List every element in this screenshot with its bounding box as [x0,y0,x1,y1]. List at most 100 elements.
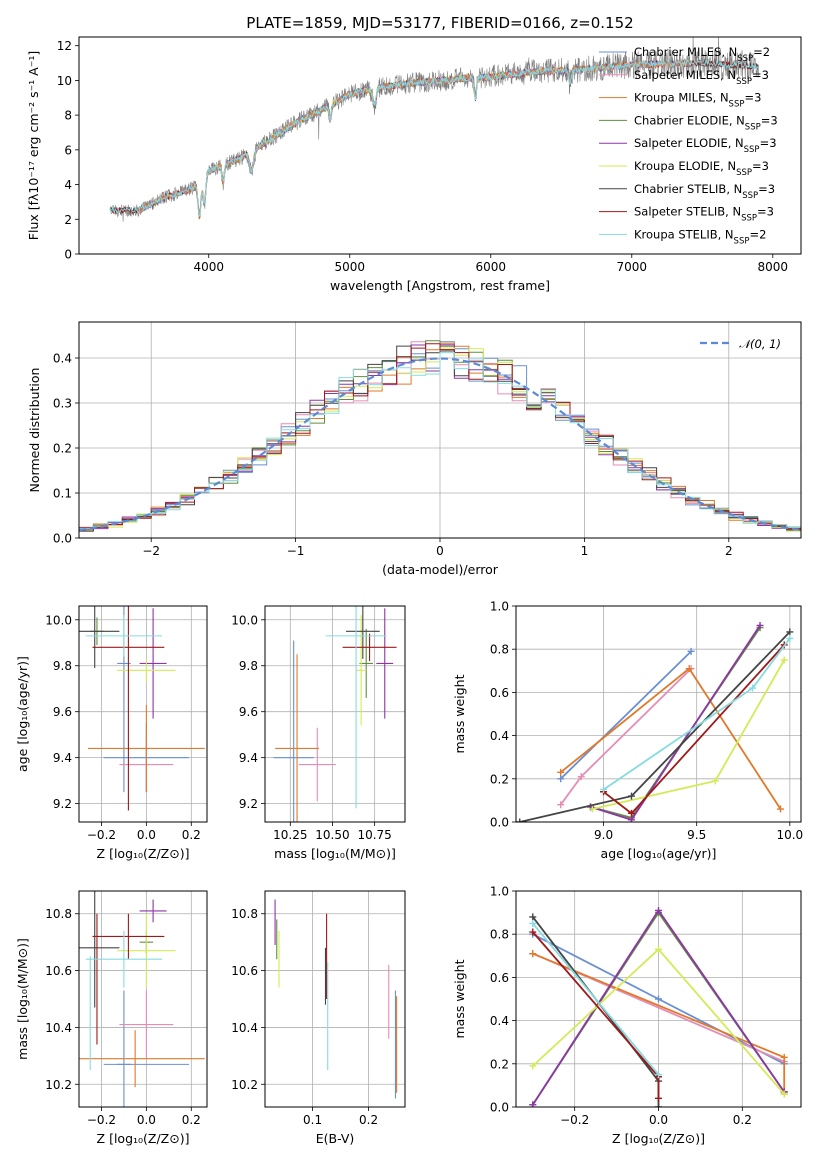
weight-line-salpeter_miles [559,667,692,806]
legend-label-chabrier_elodie: Chabrier ELODIE, NSSP=3 [634,113,778,132]
y-tick-label: 10 [57,74,72,88]
spectrum-series-kroupa_stelib [109,59,759,218]
weight_vs_age-xlabel: age [log₁₀(age/yr)] [601,846,717,861]
x-tick-label: 10.75 [357,828,391,842]
legend-prefix: Salpeter ELODIE, N [634,136,744,150]
mass_vs_Z-ylabel: mass [log₁₀(M/M⊙)] [15,938,30,1060]
weight-marker-kroupa_miles [780,1053,788,1061]
weight-marker-kroupa_elodie [588,805,596,813]
weight-marker-chabrier_miles [557,775,565,783]
weight-marker-kroupa_elodie [529,1062,537,1070]
x-tick-label: 0.2 [359,1113,378,1127]
weight-marker-chabrier_stelib [627,792,635,800]
legend-suffix: =3 [757,205,774,219]
legend-sub: SSP [745,122,761,132]
residuals-plot [79,340,801,532]
y-tick-label: 2 [64,213,72,227]
x-tick-label: 10.25 [273,828,307,842]
legend-suffix: =3 [752,68,769,82]
y-tick-label: 9.2 [239,797,258,811]
mass_vs_Z-xlabel: Z [log₁₀(Z/Z⊙)] [97,1131,190,1146]
legend-prefix: Chabrier STELIB, N [634,182,742,196]
weight-marker-salpeter_stelib [529,928,537,936]
weight-marker-chabrier_miles [655,995,662,1003]
weight-marker-kroupa_miles [777,805,785,813]
x-tick-label: 2 [725,544,733,558]
weight-marker-kroupa_elodie [780,656,788,664]
weight_vs_Z-frame [515,890,802,1108]
weight-line-chabrier_miles [560,650,692,780]
spectrum-title: PLATE=1859, MJD=53177, FIBERID=0166, z=0… [246,14,633,32]
legend-label-kroupa_miles: Kroupa MILES, NSSP=3 [634,91,761,110]
legend-label-chabrier_miles: Chabrier MILES, NSSP=2 [634,45,770,64]
y-tick-label: 0.0 [490,816,509,830]
legend-suffix: =3 [761,113,778,127]
weight-marker-salpeter_elodie [529,1101,537,1107]
mass_vs_Z-frame [78,890,208,1108]
weight-marker-kroupa_stelib [655,1071,662,1079]
y-tick-label: 0.0 [53,532,72,546]
weight-marker-chabrier_stelib [655,1103,662,1107]
mass_vs_Z-axes: −0.2 0.0 0.2 10.2 10.4 10.6 10.8 Z [log₁₀(Z/Z⊙)… [15,891,207,1146]
y-tick-label: 0.3 [53,397,72,411]
y-tick-label: 10.2 [231,1078,258,1092]
y-tick-label: 10.6 [45,964,72,978]
x-tick-label: 7000 [617,260,648,274]
legend-sub: SSP [734,236,750,246]
legend-prefix: Chabrier MILES, N [634,45,737,59]
weight_vs_Z-ylabel: mass weight [452,959,467,1038]
y-tick-label: 9.8 [239,659,258,673]
age_vs_mass-frame [264,605,406,823]
y-tick-label: 0.4 [490,1014,509,1028]
legend-prefix: Salpeter MILES, N [634,68,736,82]
legend-sub: SSP [736,77,752,87]
normal-curve [79,357,801,532]
residuals-frame [78,321,802,539]
age_vs_mass-xlabel: mass [log₁₀(M/M⊙)] [274,846,396,861]
mass_vs_EBV-frame [264,890,406,1108]
spectrum-frame [78,36,802,255]
age_vs_mass-plot [273,606,397,822]
y-tick-label: 1.0 [490,885,509,899]
mass_vs_EBV-xlabel: E(B-V) [316,1131,355,1146]
weight-marker-salpeter_stelib [655,1094,662,1102]
y-tick-label: 9.6 [239,705,258,719]
y-tick-label: 4 [64,178,72,192]
age_vs_Z-plot [79,606,205,811]
weight-marker-kroupa_elodie [780,1090,788,1098]
y-tick-label: 9.4 [239,751,258,765]
x-tick-label: 5000 [334,260,365,274]
legend-label-kroupa_elodie: Kroupa ELODIE, NSSP=3 [634,159,769,178]
x-tick-label: 0.0 [137,1113,156,1127]
weight_vs_Z-xlabel: Z [log₁₀(Z/Z⊙)] [612,1131,705,1146]
weight-line-chabrier_stelib [519,631,791,822]
weight-marker-chabrier_miles [687,647,695,655]
legend-sub: SSP [729,100,745,110]
legend-prefix: Kroupa MILES, N [634,91,729,105]
x-tick-label: −0.2 [87,828,116,842]
legend-prefix: Chabrier ELODIE, N [634,113,745,127]
x-tick-label: 0.2 [182,1113,201,1127]
weight-marker-salpeter_miles [577,773,585,781]
legend-label-kroupa_stelib: Kroupa STELIB, NSSP=2 [634,227,766,246]
legend-sub: SSP [742,191,758,201]
weight-marker-kroupa_stelib [749,684,757,692]
x-tick-label: 0 [436,544,444,558]
legend-suffix: =3 [758,182,775,196]
weight-line-chabrier_elodie [590,627,761,819]
mass_vs_Z-plot [79,891,205,1107]
age_vs_Z-ylabel: age [log₁₀(age/yr)] [15,656,30,772]
weight-marker-salpeter_elodie [655,906,662,914]
x-tick-label: 9.5 [687,828,706,842]
x-tick-label: −0.2 [87,1113,116,1127]
weight_vs_age-plot [516,621,794,822]
weight-line-kroupa_stelib [532,922,660,1076]
x-tick-label: −2 [142,544,160,558]
weight-marker-salpeter_elodie [756,621,764,629]
y-tick-label: 6 [64,143,72,157]
weight-marker-kroupa_stelib [600,786,608,794]
weight-marker-kroupa_miles [685,665,693,673]
legend-label-salpeter_stelib: Salpeter STELIB, NSSP=3 [634,205,774,224]
weight-marker-salpeter_stelib [627,809,635,817]
